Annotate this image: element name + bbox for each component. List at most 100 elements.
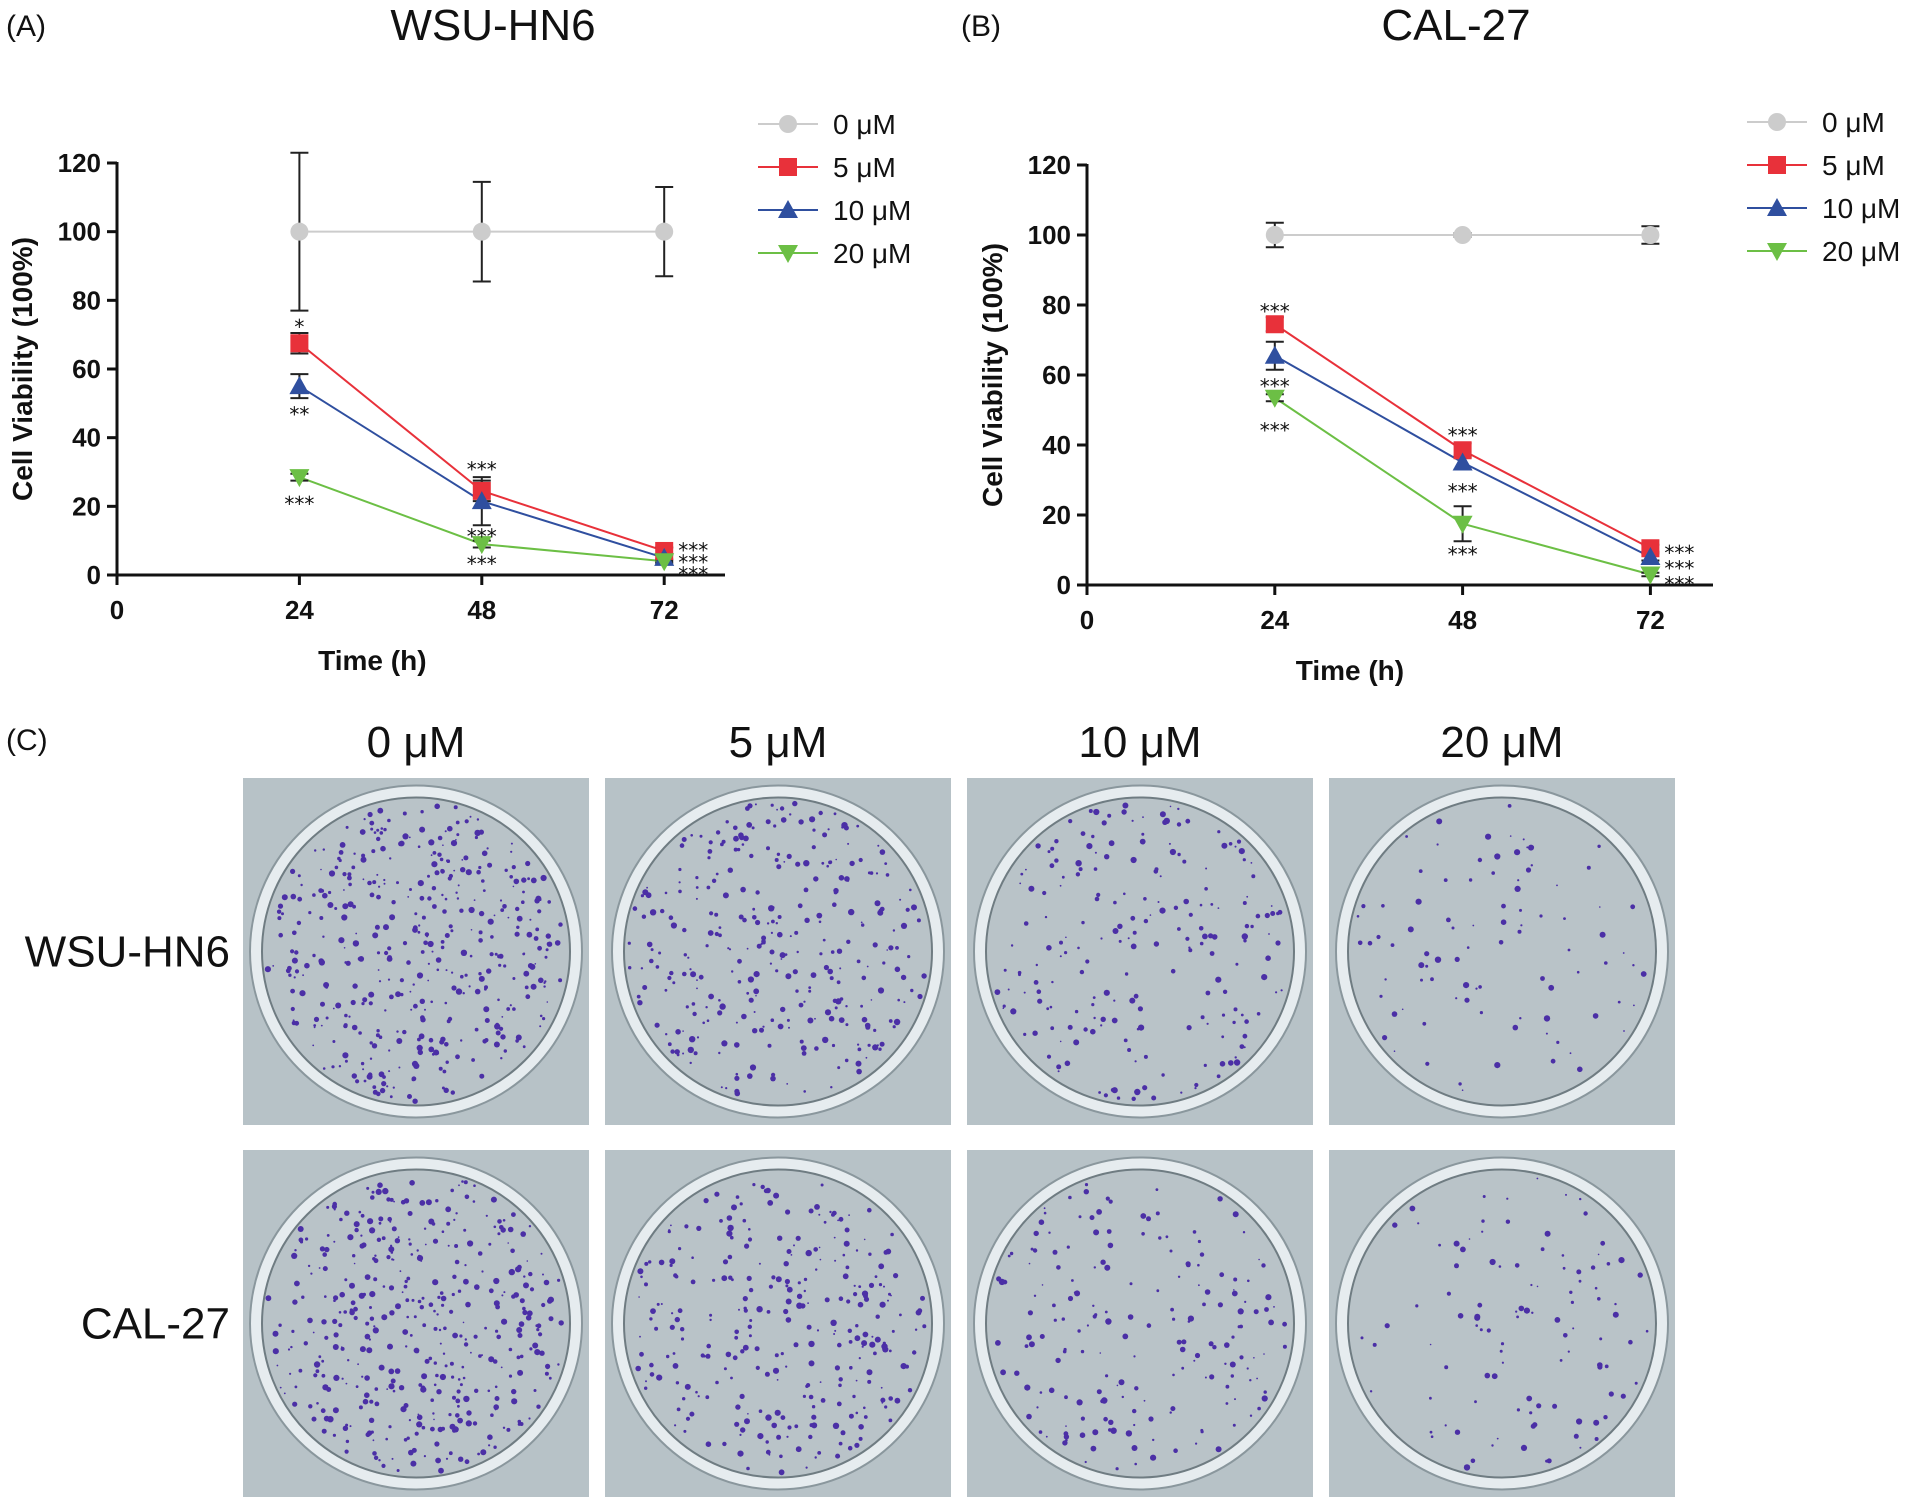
- colony: [472, 1421, 478, 1426]
- colony: [1188, 912, 1193, 917]
- colony: [1039, 1391, 1043, 1394]
- colony: [777, 1023, 784, 1030]
- colony: [726, 1215, 733, 1221]
- colony: [773, 824, 777, 828]
- colony: [445, 1457, 449, 1460]
- colony: [314, 849, 317, 852]
- colony: [423, 1227, 427, 1230]
- colony: [766, 846, 770, 851]
- colony: [435, 1373, 439, 1378]
- colony: [1055, 1357, 1061, 1364]
- colony: [819, 952, 823, 956]
- colony: [477, 1251, 483, 1256]
- colony: [760, 1184, 765, 1190]
- colony: [1142, 1085, 1148, 1091]
- colony: [391, 1258, 394, 1261]
- colony: [412, 1098, 418, 1104]
- colony: [861, 923, 865, 927]
- colony: [312, 1331, 315, 1334]
- colony: [1204, 1376, 1207, 1379]
- colony: [343, 947, 346, 949]
- colony: [682, 971, 687, 977]
- colony: [727, 1224, 734, 1232]
- colony: [539, 1350, 545, 1356]
- colony: [463, 855, 469, 861]
- colony: [1578, 1279, 1582, 1283]
- colony: [430, 1426, 435, 1432]
- colony: [435, 957, 442, 963]
- colony: [1042, 890, 1047, 896]
- colony: [669, 1258, 676, 1265]
- colony: [478, 972, 482, 976]
- colony: [349, 1425, 352, 1428]
- colony: [855, 1324, 859, 1328]
- colony: [1430, 977, 1434, 982]
- colony: [1078, 1215, 1082, 1219]
- colony: [404, 1279, 408, 1284]
- colony: [852, 1394, 856, 1399]
- colony: [332, 1040, 336, 1043]
- colony: [833, 1333, 836, 1335]
- colony: [1618, 1257, 1625, 1264]
- colony: [660, 1303, 663, 1305]
- colony: [1061, 875, 1065, 879]
- colony: [517, 1333, 523, 1338]
- colony: [411, 1298, 415, 1302]
- colony: [695, 1390, 698, 1394]
- colony: [442, 1352, 446, 1355]
- colony: [1522, 838, 1525, 841]
- colony: [1177, 852, 1181, 857]
- colony: [445, 969, 448, 972]
- colony: [1159, 811, 1166, 818]
- colony: [808, 1208, 814, 1214]
- colony: [444, 1364, 448, 1368]
- significance-label-b: ***: [1664, 572, 1694, 596]
- colony: [847, 1445, 853, 1451]
- colony: [476, 869, 481, 875]
- colony: [511, 865, 516, 870]
- colony: [841, 826, 844, 829]
- colony: [697, 1395, 700, 1398]
- colony: [1200, 1015, 1205, 1020]
- data-point-a: [290, 222, 309, 241]
- colony: [855, 1379, 858, 1382]
- colony: [1434, 956, 1442, 963]
- colony: [682, 1397, 686, 1401]
- colony: [770, 803, 774, 807]
- colony: [752, 907, 756, 911]
- colony: [823, 1220, 827, 1224]
- colony: [796, 1293, 803, 1300]
- colony: [307, 1264, 311, 1268]
- colony: [386, 1197, 391, 1202]
- colony: [1265, 955, 1271, 961]
- colony: [1640, 971, 1647, 977]
- colony: [1081, 920, 1085, 925]
- colony: [373, 831, 377, 834]
- colony: [734, 1042, 740, 1048]
- colony: [1173, 1448, 1178, 1453]
- colony: [327, 902, 334, 908]
- colony: [1256, 1012, 1261, 1016]
- colony: [1519, 1017, 1522, 1020]
- colony: [1356, 915, 1360, 918]
- colony: [1273, 1306, 1275, 1308]
- colony: [1131, 1096, 1136, 1102]
- colony: [439, 1291, 444, 1295]
- concentration-label: 10 μM: [1078, 718, 1201, 767]
- colony: [414, 1431, 419, 1436]
- colony: [1597, 1253, 1600, 1256]
- colony: [1544, 1230, 1551, 1237]
- colony: [854, 1442, 860, 1448]
- colony: [318, 1355, 322, 1359]
- colony: [867, 1379, 872, 1384]
- colony: [461, 1180, 464, 1183]
- colony: [333, 1208, 336, 1211]
- colony: [1481, 1219, 1485, 1223]
- colony: [539, 1014, 543, 1018]
- plate-well: [261, 796, 571, 1107]
- colony: [1061, 1317, 1066, 1321]
- colony: [1458, 1082, 1462, 1086]
- colony: [916, 918, 921, 923]
- colony: [1033, 980, 1039, 985]
- colony: [813, 876, 819, 882]
